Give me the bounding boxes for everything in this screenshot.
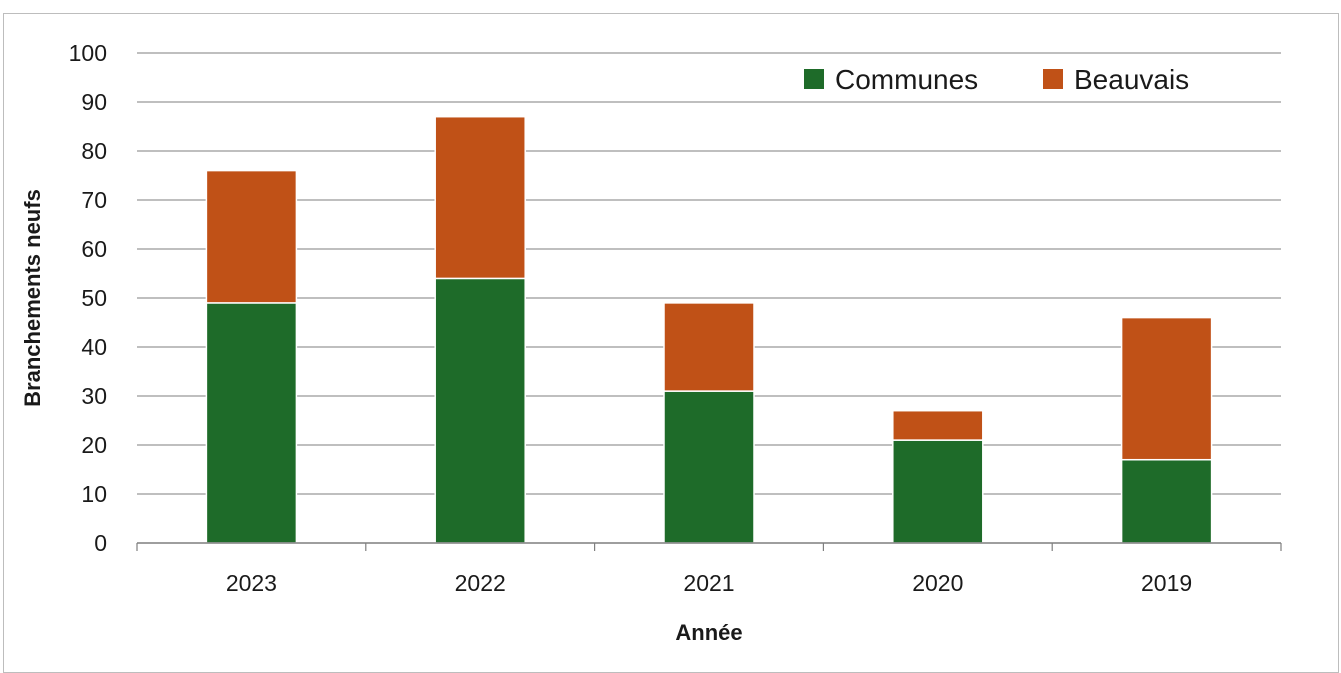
legend-label-beauvais: Beauvais: [1074, 64, 1189, 95]
grid-lines: [137, 52, 1281, 495]
legend-swatch-beauvais: [1043, 69, 1063, 89]
y-tick-label: 0: [94, 530, 107, 556]
y-tick-label: 30: [81, 383, 107, 409]
bar-beauvais-2023: [205, 169, 298, 304]
x-axis-title: Année: [675, 620, 742, 645]
y-axis-title: Branchements neufs: [20, 189, 45, 407]
x-axis-tick-labels: 2023 2022 2021 2020 2019: [226, 570, 1192, 596]
y-tick-label: 90: [81, 89, 107, 115]
bars: [205, 115, 1213, 544]
bar-communes-2022: [434, 277, 526, 544]
y-tick-label: 60: [81, 236, 107, 262]
bar-communes-2021: [663, 390, 755, 544]
y-tick-label: 70: [81, 187, 107, 213]
x-tick-label: 2019: [1141, 570, 1192, 596]
y-tick-label: 10: [81, 481, 107, 507]
x-tick-label: 2022: [455, 570, 506, 596]
bar-communes-2020: [892, 439, 984, 544]
x-tick-label: 2020: [912, 570, 963, 596]
bar-communes-2019: [1120, 458, 1213, 544]
y-tick-label: 50: [81, 285, 107, 311]
legend-label-communes: Communes: [835, 64, 978, 95]
bar-communes-2023: [205, 302, 298, 544]
y-tick-label: 40: [81, 334, 107, 360]
bar-beauvais-2020: [892, 409, 984, 441]
bar-beauvais-2021: [663, 302, 755, 392]
bar-beauvais-2022: [434, 115, 526, 280]
y-tick-label: 20: [81, 432, 107, 458]
x-tick-label: 2023: [226, 570, 277, 596]
legend: Communes Beauvais: [804, 64, 1189, 95]
bar-beauvais-2019: [1120, 316, 1213, 461]
y-axis-tick-labels: 0 10 20 30 40 50 60 70 80 90 100: [69, 40, 107, 556]
legend-swatch-communes: [804, 69, 824, 89]
x-axis: [136, 542, 1282, 551]
y-tick-label: 100: [69, 40, 107, 66]
x-tick-label: 2021: [683, 570, 734, 596]
y-tick-label: 80: [81, 138, 107, 164]
